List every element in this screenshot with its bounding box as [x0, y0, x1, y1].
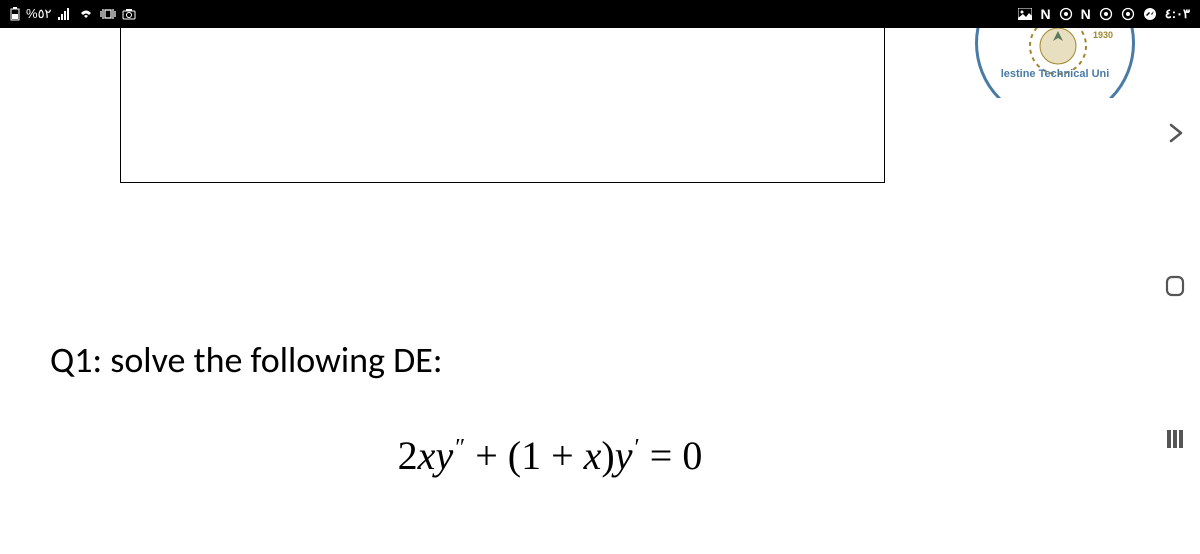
camera-icon	[122, 8, 136, 20]
notion-icon-2: N	[1081, 6, 1091, 22]
messenger-icon	[1143, 7, 1157, 21]
eq-open: (1 +	[508, 433, 584, 478]
wifi-icon	[78, 8, 94, 20]
eq-coef: 2	[398, 433, 418, 478]
circle-icon-2	[1099, 7, 1113, 21]
signal-icon	[58, 8, 72, 20]
battery-icon	[10, 7, 20, 21]
eq-y2: y	[615, 433, 633, 478]
equation: 2xy″ + (1 + x)y′ = 0	[50, 432, 1050, 479]
circle-icon-3	[1121, 7, 1135, 21]
logo-year: 1930	[1093, 30, 1113, 40]
eq-x2: x	[584, 433, 602, 478]
battery-percent: %٥٢	[26, 6, 52, 22]
eq-dprime: ″	[455, 435, 465, 461]
eq-x1: x	[418, 433, 436, 478]
content-area: 1930 lestine Technical Uni Q1: solve the…	[0, 28, 1150, 554]
notion-icon-1: N	[1040, 6, 1050, 22]
back-button[interactable]	[1160, 118, 1190, 148]
recent-button[interactable]	[1160, 424, 1190, 454]
logo-text: lestine Technical Uni	[965, 68, 1145, 80]
status-right: N N ٤:٠٣	[1018, 6, 1190, 22]
eq-plus: +	[465, 433, 508, 478]
question-title: Q1: solve the following DE:	[50, 338, 1050, 382]
android-nav-bar	[1150, 28, 1200, 554]
eq-y1: y	[435, 433, 453, 478]
status-left: %٥٢	[10, 6, 136, 22]
image-icon	[1018, 8, 1032, 20]
status-time: ٤:٠٣	[1165, 6, 1190, 22]
eq-close: )	[601, 433, 614, 478]
vibrate-icon	[100, 8, 116, 20]
status-bar: %٥٢ N N ٤:٠٣	[0, 0, 1200, 28]
circle-icon-1	[1059, 7, 1073, 21]
eq-equals: = 0	[640, 433, 703, 478]
home-button[interactable]	[1160, 271, 1190, 301]
answer-box	[120, 28, 885, 183]
university-logo: 1930 lestine Technical Uni	[965, 28, 1145, 98]
question-area: Q1: solve the following DE: 2xy″ + (1 + …	[50, 338, 1050, 479]
